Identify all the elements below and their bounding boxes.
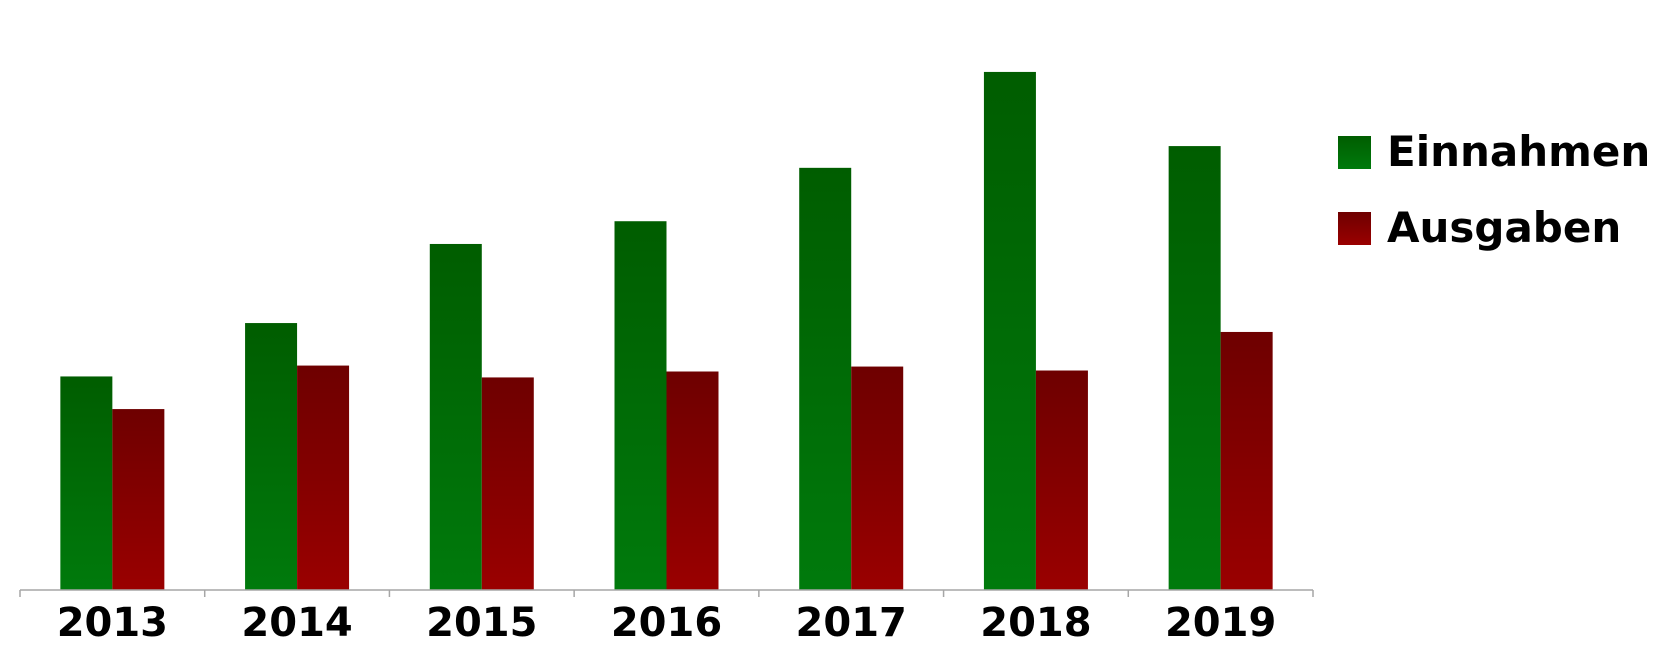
bar-ausgaben-2015 [481, 377, 534, 590]
x-tick-label: 2016 [611, 600, 722, 646]
x-tick-label: 2014 [241, 600, 352, 646]
bar-ausgaben-2016 [666, 371, 719, 590]
x-tick-labels: 2013 2014 2015 2016 2017 2018 2019 [57, 600, 1277, 646]
bar-einnahmen-2016 [614, 221, 667, 590]
legend-swatch-einnahmen [1338, 136, 1371, 169]
x-tick-label: 2015 [426, 600, 537, 646]
bar-einnahmen-2013 [60, 376, 113, 590]
x-tick-label: 2018 [980, 600, 1091, 646]
x-tick-label: 2019 [1165, 600, 1276, 646]
bars-group [60, 71, 1273, 591]
bar-einnahmen-2019 [1168, 146, 1221, 591]
x-tick-label: 2013 [57, 600, 168, 646]
x-tick-label: 2017 [796, 600, 907, 646]
bar-ausgaben-2017 [851, 366, 904, 590]
bar-einnahmen-2014 [245, 323, 298, 590]
bar-ausgaben-2013 [112, 409, 165, 590]
legend-label-ausgaben: Ausgaben [1387, 203, 1621, 252]
bar-einnahmen-2015 [429, 243, 482, 590]
bar-einnahmen-2018 [983, 71, 1036, 591]
bar-ausgaben-2018 [1035, 370, 1088, 590]
bar-ausgaben-2019 [1220, 331, 1273, 590]
legend: Einnahmen Ausgaben [1338, 127, 1650, 252]
legend-swatch-ausgaben [1338, 212, 1371, 245]
bar-einnahmen-2017 [799, 167, 852, 590]
bar-ausgaben-2014 [297, 365, 350, 590]
legend-label-einnahmen: Einnahmen [1387, 127, 1650, 176]
x-axis [19, 589, 1314, 597]
